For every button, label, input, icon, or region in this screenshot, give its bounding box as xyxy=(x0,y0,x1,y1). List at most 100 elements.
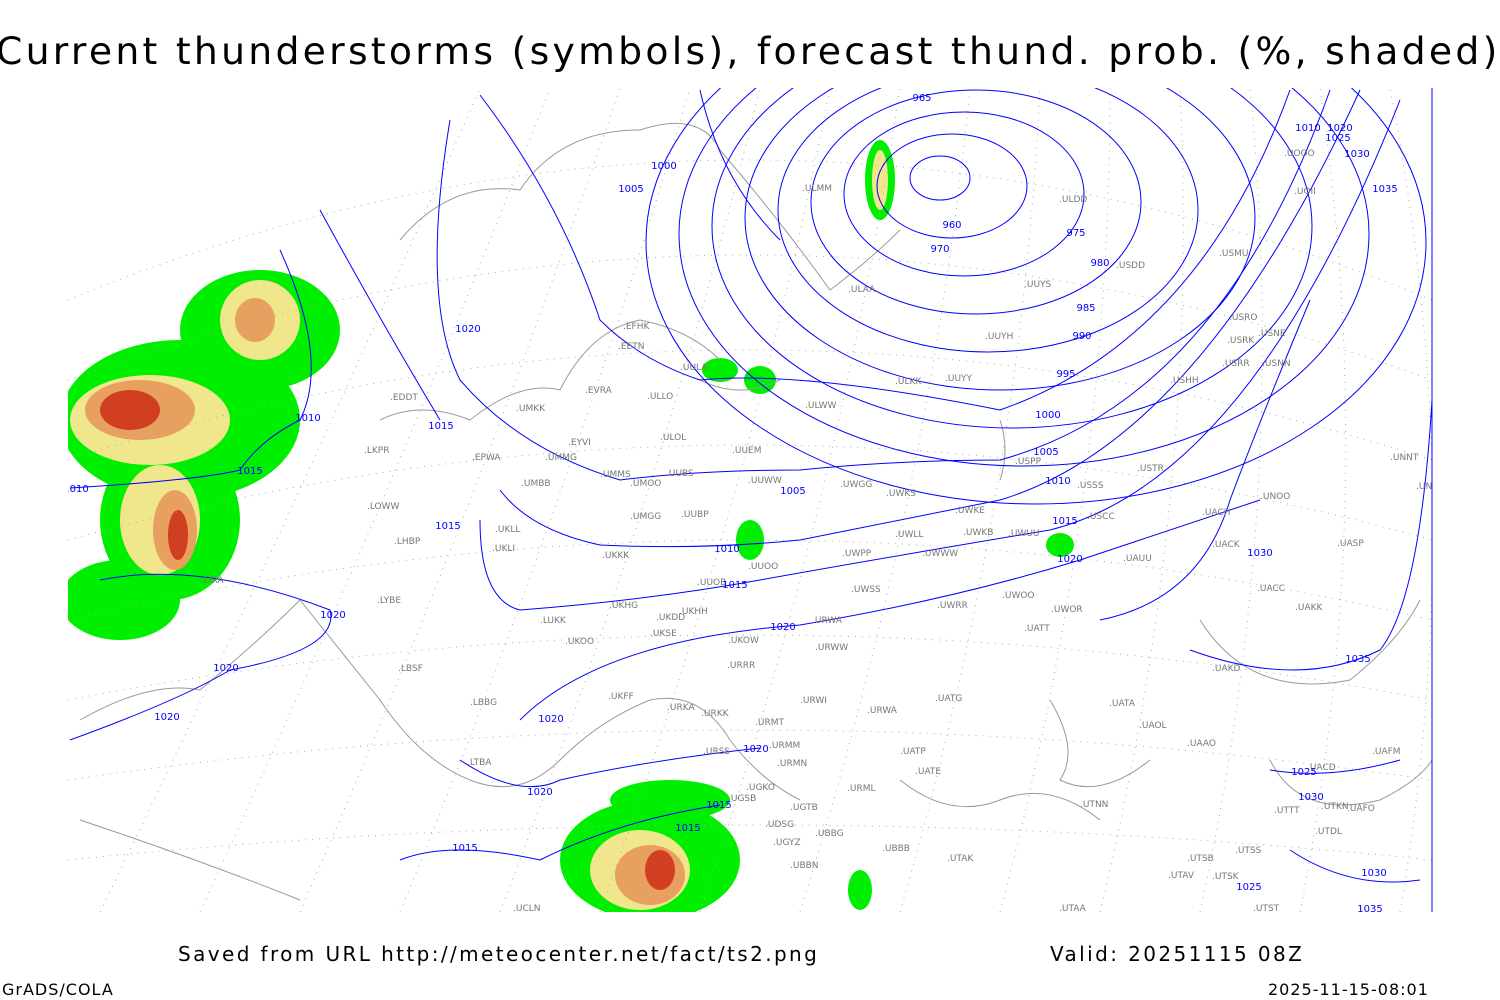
isobar-label: 1000 xyxy=(1035,410,1060,421)
station-label: .LKPR xyxy=(364,446,389,456)
parallel-line xyxy=(68,349,1432,461)
station-label: .UAKK xyxy=(1295,603,1324,613)
isobar xyxy=(1269,759,1401,774)
coastline xyxy=(1269,759,1432,806)
isobar-label: 980 xyxy=(1090,258,1109,269)
station-label: .UKLI xyxy=(492,544,515,554)
isobar-label: 1020 xyxy=(770,622,795,633)
coastline xyxy=(899,779,1101,821)
station-label: .USTR xyxy=(1137,464,1164,474)
station-label: .URMT xyxy=(755,718,784,728)
meridian-line xyxy=(99,88,481,912)
station-label: .UKOW xyxy=(728,636,759,646)
probability-area xyxy=(610,780,730,820)
station-label: .LUKK xyxy=(540,616,567,626)
meridian-line xyxy=(1199,88,1263,912)
station-label: .USNE xyxy=(1258,329,1286,339)
isobar-label: 1030 xyxy=(1247,548,1272,559)
meridian-line xyxy=(599,88,831,912)
isobar-label: 1005 xyxy=(1033,447,1058,458)
station-label: .UKSE xyxy=(650,629,677,639)
station-label: .UKFF xyxy=(608,692,634,702)
isobar xyxy=(909,155,971,201)
station-label: .UBBN xyxy=(790,861,819,871)
station-label: .UATT xyxy=(1024,624,1050,634)
map-title: Current thunderstorms (symbols), forecas… xyxy=(0,30,1500,73)
station-label: .UBBB xyxy=(882,844,910,854)
isobar-label: 1030 xyxy=(1344,149,1369,160)
isobar xyxy=(479,99,1401,611)
isobar-label: 1020 xyxy=(538,714,563,725)
station-label: .URWA xyxy=(867,706,898,716)
station-label: .UKHG xyxy=(609,601,638,611)
station-label: .UAUU xyxy=(1123,554,1152,564)
station-label: .UMGG xyxy=(630,512,661,522)
isobar-label: 985 xyxy=(1076,303,1095,314)
meridian-line xyxy=(999,88,1111,912)
isobar-label: 1015 xyxy=(237,466,262,477)
isobar-label: 1025 xyxy=(1325,133,1350,144)
station-label: .UTAV xyxy=(1168,871,1195,881)
software-credit: GrADS/COLA xyxy=(2,980,114,999)
isobar-label: 965 xyxy=(912,93,931,104)
isobar-label: 975 xyxy=(1066,228,1085,239)
coastline xyxy=(79,599,301,721)
station-label: .UWOR xyxy=(1051,605,1083,615)
station-label: .ULAA xyxy=(848,285,876,295)
isobar-label: 1020 xyxy=(527,787,552,798)
station-label: .USNN xyxy=(1262,359,1291,369)
isobar-label: 1020 xyxy=(154,712,179,723)
station-label: .EYVI xyxy=(568,438,591,448)
meridian-line xyxy=(1389,88,1432,912)
station-label: .URWA xyxy=(812,616,843,626)
station-label: .UUBS xyxy=(666,469,694,479)
parallel-line xyxy=(68,634,1432,701)
station-label: .UMMS xyxy=(600,470,631,480)
coastline xyxy=(299,599,801,801)
station-label: .ULMM xyxy=(802,184,832,194)
meridian-line xyxy=(1299,88,1347,912)
station-label: .UKKK xyxy=(602,551,630,561)
isobar-label: 1035 xyxy=(1372,184,1397,195)
isobar-label: 1020 xyxy=(1327,123,1352,134)
station-label: .URRR xyxy=(727,661,755,671)
station-label: .URMN xyxy=(777,759,807,769)
station-label: .URKK xyxy=(701,709,730,719)
station-label: .LTBA xyxy=(467,758,492,768)
station-label: .URMM xyxy=(769,741,800,751)
isobar-label: 1020 xyxy=(213,663,238,674)
source-url-text: Saved from URL http://meteocenter.net/fa… xyxy=(178,942,820,966)
station-label: .USCC xyxy=(1087,512,1115,522)
station-label: .UUEM xyxy=(732,446,762,456)
isobar-label: 1015 xyxy=(1052,516,1077,527)
probability-area xyxy=(68,560,180,640)
station-label: .UUWW xyxy=(748,476,782,486)
station-label: .UNNT xyxy=(1390,453,1419,463)
station-label: .UACH xyxy=(1202,508,1231,518)
station-label: .ULOL xyxy=(660,433,686,443)
station-label: .EETN xyxy=(618,342,644,352)
station-label: .UMBB xyxy=(521,479,551,489)
probability-area xyxy=(702,358,738,382)
station-label: .UMMG xyxy=(545,453,577,463)
station-label: .UUYS xyxy=(1024,280,1052,290)
isobar xyxy=(1289,849,1421,883)
isobar xyxy=(69,249,312,489)
station-label: .UACK xyxy=(1212,540,1241,550)
station-label: .USRK xyxy=(1227,336,1255,346)
coastline xyxy=(379,319,721,421)
isobar-label: 1015 xyxy=(435,521,460,532)
parallel-line xyxy=(68,824,1432,861)
station-label: .URWW xyxy=(815,643,848,653)
isobar-label: 1015 xyxy=(675,823,700,834)
station-label: .UATA xyxy=(1109,699,1136,709)
station-label: .UTNN xyxy=(1080,800,1108,810)
station-label: .EVRA xyxy=(585,386,613,396)
meridian-line xyxy=(699,88,901,912)
station-label: .UASP xyxy=(1337,539,1364,549)
isobar-label: 1020 xyxy=(1057,554,1082,565)
station-label: .UKHH xyxy=(679,607,708,617)
isobar-label: 1005 xyxy=(780,486,805,497)
isobar-label: 1010 xyxy=(1295,123,1320,134)
isobar-label: 995 xyxy=(1056,369,1075,380)
